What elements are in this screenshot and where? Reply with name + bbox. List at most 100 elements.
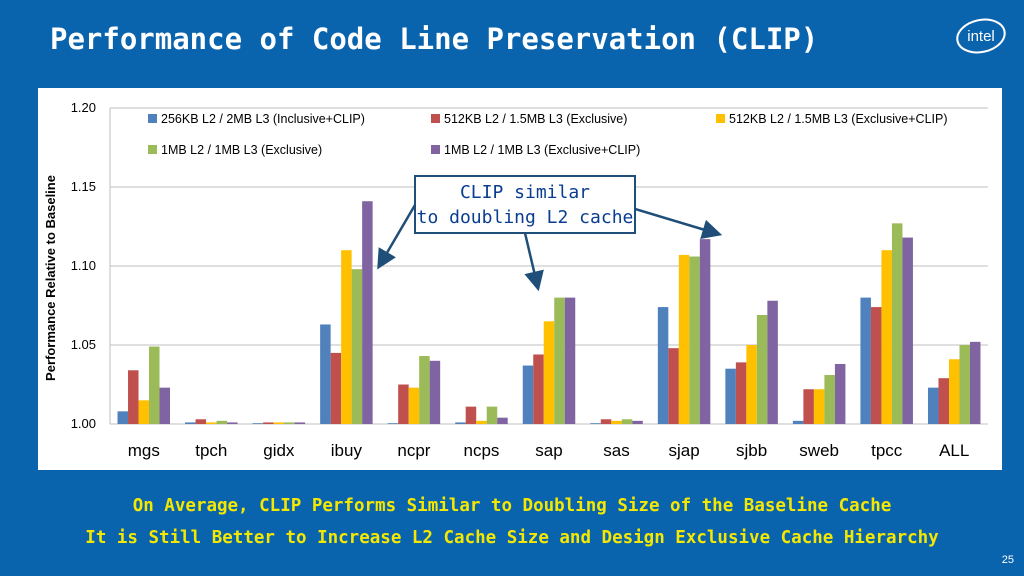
x-axis-labels: mgs tpch gidx ibuy ncpr ncps sap sas sjap sjbb swe…: [128, 441, 970, 460]
callout-arrow-sjap: [634, 207, 723, 239]
bar-ncps-series-5: [497, 417, 508, 424]
bar-gidx-series-4: [284, 422, 295, 424]
bar-ncpr-series-5: [429, 360, 441, 424]
x-tick-label: tpch: [195, 441, 227, 460]
y-tick-label: 1.10: [71, 258, 96, 273]
bar-ibuy-series-4: [351, 269, 363, 424]
bar-ncpr-series-1: [387, 423, 399, 424]
bar-ALL-series-5: [969, 341, 981, 424]
slide-title: Performance of Code Line Preservation (C…: [50, 22, 819, 56]
bar-sas-series-3: [611, 420, 622, 424]
bar-sweb-series-3: [813, 389, 825, 424]
bar-ncps-series-3: [476, 420, 487, 424]
x-tick-label: sas: [603, 441, 629, 460]
legend-swatch: [148, 114, 157, 123]
y-tick-label: 1.05: [71, 337, 96, 352]
bar-mgs-series-1: [117, 411, 129, 424]
bar-ALL-series-4: [959, 345, 970, 424]
x-tick-label: sjbb: [736, 441, 767, 460]
legend-label: 256KB L2 / 2MB L3 (Inclusive+CLIP): [161, 112, 365, 126]
legend-label: 512KB L2 / 1.5MB L3 (Exclusive+CLIP): [729, 112, 948, 126]
callout-line1: CLIP similar: [460, 182, 590, 203]
bar-gidx-series-5: [294, 422, 306, 424]
x-tick-label: sweb: [799, 441, 839, 460]
bar-ncps-series-4: [486, 406, 498, 424]
bar-ncps-series-1: [455, 422, 466, 424]
bar-mgs-series-2: [128, 370, 139, 424]
x-tick-label: mgs: [128, 441, 160, 460]
bar-tpcc-series-4: [891, 223, 903, 424]
y-tick-label: 1.00: [71, 416, 96, 431]
bar-ibuy-series-3: [341, 250, 352, 424]
bar-ncpr-series-2: [398, 384, 409, 424]
bar-gidx-series-3: [273, 422, 285, 424]
summary-line-1: On Average, CLIP Performs Similar to Dou…: [132, 496, 892, 516]
bar-tpch-series-4: [216, 420, 228, 424]
bar-sas-series-4: [621, 419, 633, 424]
bar-ncpr-series-4: [419, 356, 430, 424]
bar-ibuy-series-2: [330, 352, 342, 424]
callout: CLIP similar to doubling L2 cache: [377, 175, 723, 292]
page-number: 25: [1001, 554, 1014, 566]
bar-sweb-series-4: [824, 375, 835, 424]
bar-ALL-series-3: [948, 359, 960, 424]
bar-mgs-series-4: [149, 346, 160, 424]
legend-swatch: [716, 114, 725, 123]
bar-tpcc-series-1: [860, 297, 871, 424]
bar-sjbb-series-3: [746, 345, 757, 424]
chart-panel: 1.00 1.05 1.10 1.15 1.20 mgs tpch gidx ibuy ncpr…: [38, 88, 1002, 470]
x-tick-label: ncps: [464, 441, 500, 460]
bar-sjbb-series-2: [735, 362, 747, 424]
performance-chart: 1.00 1.05 1.10 1.15 1.20 mgs tpch gidx ibuy ncpr…: [43, 100, 988, 460]
summary-line-2: It is Still Better to Increase L2 Cache …: [85, 528, 939, 548]
bar-sweb-series-5: [834, 363, 846, 424]
bar-sas-series-2: [600, 419, 612, 424]
legend: 256KB L2 / 2MB L3 (Inclusive+CLIP) 512KB …: [148, 112, 948, 157]
callout-line2: to doubling L2 cache: [417, 207, 634, 228]
legend-swatch: [431, 114, 440, 123]
bar-tpch-series-2: [195, 419, 207, 424]
bar-tpcc-series-5: [902, 237, 913, 424]
bar-sas-series-5: [632, 420, 643, 424]
bar-ibuy-series-5: [362, 201, 373, 424]
bar-mgs-series-5: [159, 387, 171, 424]
bar-mgs-series-3: [138, 400, 150, 424]
bar-tpch-series-5: [227, 422, 238, 424]
bar-sjap-series-5: [699, 239, 711, 424]
bar-ibuy-series-1: [320, 324, 331, 424]
bar-sjbb-series-1: [725, 368, 736, 424]
y-tick-label: 1.15: [71, 179, 96, 194]
bar-sap-series-3: [543, 321, 555, 424]
bar-sjap-series-2: [668, 348, 679, 424]
bar-sweb-series-1: [792, 420, 804, 424]
bar-tpch-series-1: [185, 422, 196, 424]
intel-logo: intel: [956, 18, 1006, 54]
bar-sas-series-1: [590, 423, 601, 424]
bar-tpch-series-3: [206, 422, 217, 424]
bar-tpcc-series-3: [881, 250, 892, 424]
bar-ncpr-series-3: [408, 387, 420, 424]
legend-label: 512KB L2 / 1.5MB L3 (Exclusive): [444, 112, 627, 126]
x-tick-label: gidx: [263, 441, 295, 460]
callout-arrow-ibuy: [377, 204, 417, 270]
bar-sjbb-series-4: [756, 314, 768, 424]
bar-sjap-series-1: [657, 307, 669, 424]
legend-swatch: [148, 145, 157, 154]
bars: [117, 201, 981, 424]
x-tick-label: ibuy: [331, 441, 363, 460]
bar-sjap-series-3: [678, 254, 690, 424]
bar-gidx-series-1: [252, 423, 264, 424]
bar-ncps-series-2: [465, 406, 477, 424]
legend-label: 1MB L2 / 1MB L3 (Exclusive+CLIP): [444, 143, 640, 157]
bar-ALL-series-1: [927, 387, 939, 424]
bar-sap-series-2: [533, 354, 544, 424]
y-axis-label: Performance Relative to Baseline: [43, 175, 58, 381]
bar-sweb-series-2: [803, 389, 814, 424]
callout-arrow-sap: [523, 232, 544, 292]
x-tick-label: ncpr: [397, 441, 430, 460]
y-tick-label: 1.20: [71, 100, 96, 115]
bar-sap-series-1: [522, 365, 534, 424]
legend-swatch: [431, 145, 440, 154]
legend-label: 1MB L2 / 1MB L3 (Exclusive): [161, 143, 322, 157]
x-tick-label: sjap: [668, 441, 699, 460]
